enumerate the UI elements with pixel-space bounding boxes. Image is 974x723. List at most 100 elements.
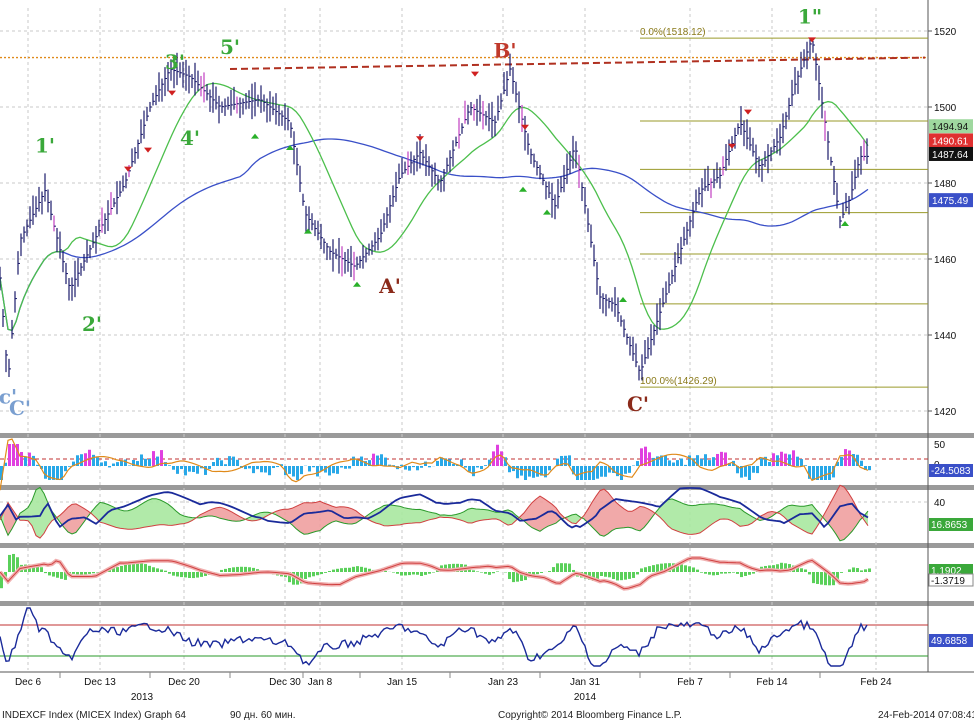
osc2-cloud — [32, 489, 36, 536]
osc1-bar — [644, 446, 647, 466]
osc1-bar — [40, 466, 43, 469]
osc3-bar — [560, 563, 563, 572]
osc1-bar — [624, 466, 627, 474]
osc1-bar — [244, 466, 247, 470]
osc3-bar — [688, 566, 691, 572]
osc2-cloud — [108, 504, 112, 527]
osc2-cloud — [712, 503, 716, 525]
osc1-bar — [176, 466, 179, 474]
osc1-bar — [264, 466, 267, 473]
value-label-text: 1494.94 — [932, 122, 969, 133]
sell-marker — [144, 147, 152, 153]
osc1-bar — [416, 466, 419, 471]
y-tick-label: 1480 — [934, 179, 957, 190]
osc1-bar — [36, 464, 39, 466]
osc1-bar — [864, 466, 867, 470]
osc3-bar — [312, 572, 315, 577]
osc1-bar — [600, 466, 603, 477]
osc1-bar — [32, 455, 35, 466]
osc2-cloud — [212, 507, 216, 517]
osc1-bar — [752, 466, 755, 473]
osc2-cloud — [656, 507, 660, 518]
osc2-cloud — [728, 506, 732, 521]
osc1-bar — [508, 466, 511, 473]
sell-marker — [124, 166, 132, 172]
value-label-box — [929, 133, 973, 148]
osc1-bar — [228, 456, 231, 466]
osc3-bar — [720, 572, 723, 574]
osc1-bar — [524, 466, 527, 480]
osc2-cloud — [572, 514, 576, 524]
osc2-cloud — [396, 505, 400, 526]
osc3-bar — [60, 572, 63, 579]
osc1-bar — [788, 454, 791, 466]
osc2-cloud — [236, 514, 240, 522]
osc1-bar — [576, 466, 579, 480]
wave-label: C' — [627, 392, 649, 416]
osc2-cloud — [156, 498, 160, 526]
osc1-bar — [252, 466, 255, 474]
osc2-cloud — [64, 507, 68, 532]
osc2-cloud — [176, 511, 180, 525]
buy-marker — [286, 145, 294, 150]
osc3-bar — [140, 563, 143, 572]
osc3-bar — [868, 568, 871, 572]
osc2-cloud — [180, 514, 184, 525]
osc3-bar — [848, 569, 851, 572]
sell-marker — [808, 37, 816, 43]
osc1-bar — [300, 466, 303, 475]
osc1-bar — [608, 466, 611, 473]
osc1-bar — [548, 466, 551, 471]
osc1-bar — [420, 466, 423, 468]
osc3-bar — [568, 563, 571, 572]
osc2-cloud — [468, 508, 472, 524]
x-tick-label: Dec 6 — [15, 677, 42, 688]
osc3-bar — [808, 572, 811, 575]
osc3-bar — [696, 569, 699, 572]
osc2-cloud — [672, 498, 676, 531]
osc3-bar — [304, 572, 307, 579]
osc1-bar — [768, 461, 771, 466]
wave-label: B' — [493, 39, 516, 63]
osc1-bar — [680, 458, 683, 466]
osc1-bar — [780, 451, 783, 466]
osc3-bar — [288, 572, 291, 583]
osc2-cloud — [340, 506, 344, 524]
osc1-bar — [340, 466, 343, 468]
osc2-cloud — [384, 504, 388, 526]
osc3-bar — [532, 572, 535, 576]
osc3-bar — [536, 572, 539, 575]
osc2-cloud — [536, 496, 540, 532]
osc1-bar — [636, 461, 639, 466]
osc1-bar — [544, 466, 547, 478]
osc3-bar — [192, 572, 195, 579]
osc2-cloud — [412, 509, 416, 524]
panel-separator — [0, 543, 974, 548]
osc1-bar — [104, 461, 107, 466]
osc3-bar — [636, 572, 639, 575]
osc2-cloud — [392, 505, 396, 526]
fibo-bottom-label: 100.0%(1426.29) — [640, 376, 717, 387]
main-panel: 0.0%(1518.12) 100.0%(1426.29) — [0, 27, 928, 388]
osc1-bar — [612, 466, 615, 473]
osc2-cloud — [120, 509, 124, 529]
osc2-cloud — [304, 502, 308, 535]
osc1-bar — [556, 458, 559, 466]
osc1-bar — [404, 466, 407, 470]
osc2-cloud — [424, 510, 428, 522]
osc3-bar — [596, 572, 599, 580]
osc1-bar — [728, 463, 731, 466]
osc2-cloud — [848, 492, 852, 536]
osc2-cloud — [460, 511, 464, 522]
osc2-cloud — [140, 502, 144, 529]
wave-label: 2' — [82, 312, 102, 336]
osc1-bar — [12, 444, 15, 466]
osc3-bar — [8, 554, 11, 572]
osc3-bar — [660, 563, 663, 572]
osc2-cloud — [784, 505, 788, 521]
osc2-cloud — [736, 507, 740, 527]
osc3-bar — [180, 572, 183, 578]
fibo-top-label: 0.0%(1518.12) — [640, 27, 706, 38]
osc1-bar — [480, 466, 483, 470]
